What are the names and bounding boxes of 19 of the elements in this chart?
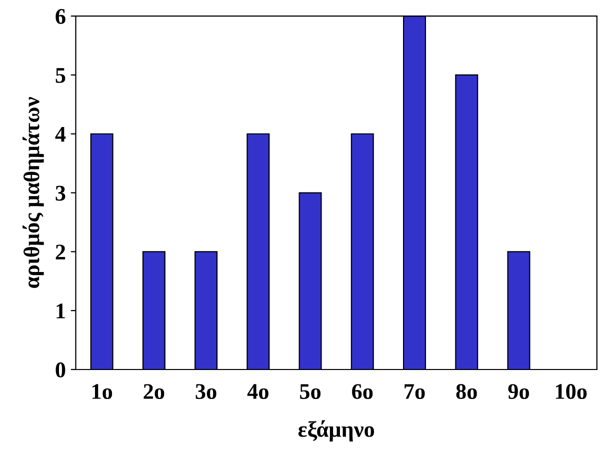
- y-tick-label: 2: [56, 244, 66, 260]
- x-tick-label: 8ο: [456, 384, 477, 400]
- y-tick-label: 6: [56, 9, 66, 24]
- y-tick-label: 3: [56, 186, 66, 201]
- x-tick-label: 6ο: [352, 384, 373, 400]
- x-tick-label: 2ο: [144, 384, 164, 400]
- x-axis-title: εξάμηνο: [298, 420, 374, 442]
- y-axis-title: αριθμός μαθημάτων: [22, 97, 44, 288]
- x-tick-label: 3ο: [196, 384, 216, 400]
- x-tick-label: 9ο: [508, 384, 529, 400]
- x-tick-label: 5ο: [300, 384, 321, 400]
- y-tick-label: 1: [56, 304, 65, 318]
- y-tick-label: 4: [55, 126, 66, 142]
- x-tick-label: 10ο: [556, 384, 587, 400]
- y-tick-label: 5: [56, 68, 66, 83]
- x-tick-label: 1ο: [92, 384, 112, 400]
- x-tick-label: 4ο: [247, 384, 268, 400]
- y-tick-label: 0: [56, 362, 66, 378]
- x-tick-label: 7ο: [404, 384, 425, 400]
